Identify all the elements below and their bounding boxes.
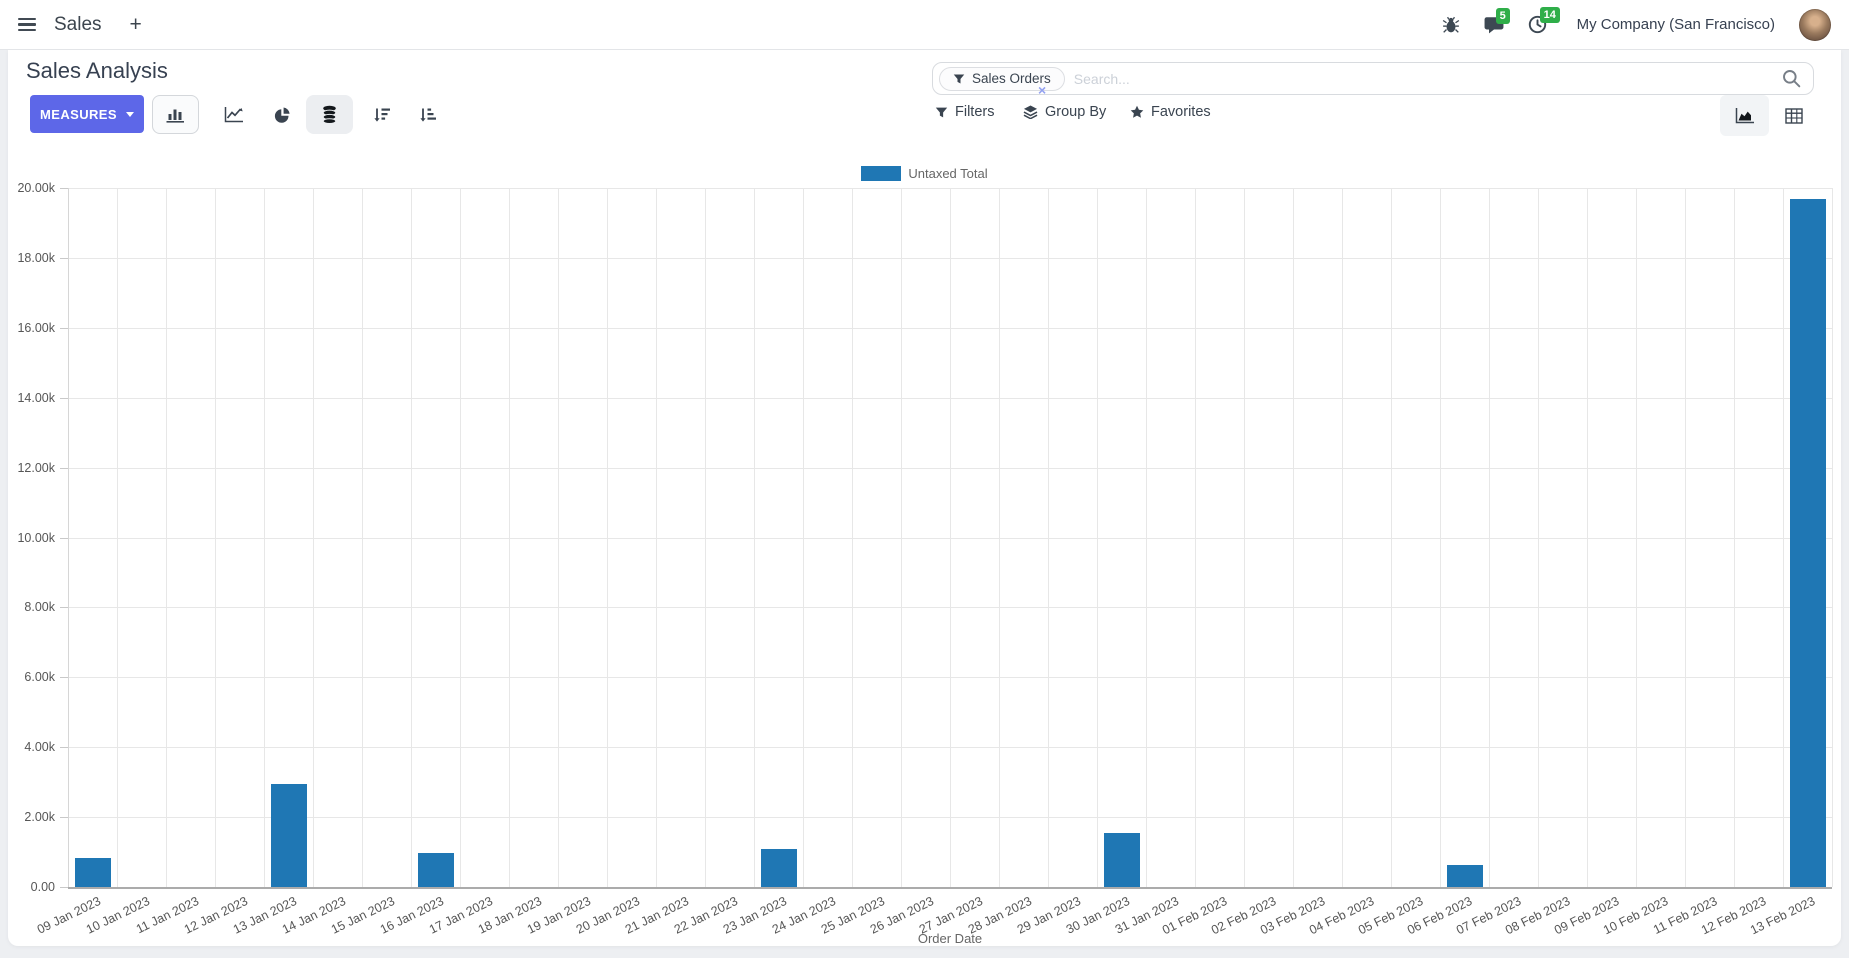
- filter-funnel-icon: [935, 107, 948, 117]
- line-chart-button[interactable]: [210, 95, 257, 134]
- company-switcher[interactable]: My Company (San Francisco): [1576, 16, 1775, 33]
- chart-legend[interactable]: Untaxed Total: [0, 166, 1849, 181]
- sort-amount-desc-icon: [373, 108, 390, 122]
- bar-13-jan-2023[interactable]: [270, 783, 307, 887]
- measures-button[interactable]: MEASURES: [30, 95, 144, 133]
- pivot-view-button[interactable]: [1772, 95, 1816, 136]
- bar-chart-button[interactable]: [152, 95, 199, 134]
- activities-count-badge: 14: [1539, 7, 1560, 24]
- group-by-label: Group By: [1045, 104, 1107, 120]
- apps-menu-icon[interactable]: [18, 17, 38, 32]
- bar-09-jan-2023[interactable]: [74, 858, 111, 887]
- caret-down-icon: [125, 111, 134, 117]
- sort-amount-asc-icon: [419, 108, 436, 122]
- stacked-database-icon: [322, 105, 337, 124]
- bar-30-jan-2023[interactable]: [1103, 833, 1140, 887]
- favorites-button[interactable]: Favorites: [1130, 104, 1211, 120]
- bar-chart-icon: [166, 109, 184, 123]
- group-by-layers-icon: [1023, 105, 1038, 119]
- debug-bug-icon[interactable]: [1442, 16, 1460, 34]
- pie-chart-icon: [274, 107, 290, 123]
- measures-label: MEASURES: [40, 106, 117, 122]
- sort-ascending-button[interactable]: [404, 95, 451, 134]
- graph-view-button[interactable]: [1720, 95, 1769, 136]
- facet-label: Sales Orders: [972, 71, 1051, 86]
- group-by-button[interactable]: Group By: [1023, 104, 1106, 120]
- search-facet-sales-orders[interactable]: Sales Orders: [939, 66, 1065, 91]
- bar-06-feb-2023[interactable]: [1446, 865, 1483, 887]
- messages-icon[interactable]: 5: [1484, 7, 1510, 34]
- stacked-toggle-button[interactable]: [306, 95, 353, 134]
- filters-label: Filters: [955, 104, 995, 120]
- user-avatar[interactable]: [1799, 8, 1831, 41]
- navbar-right: 5 14 My Company (San Francisco): [1442, 7, 1831, 41]
- star-icon: [1130, 105, 1144, 118]
- bar-16-jan-2023[interactable]: [417, 853, 454, 887]
- line-chart-icon: [224, 107, 243, 123]
- page-title: Sales Analysis: [26, 58, 168, 83]
- filters-button[interactable]: Filters: [935, 104, 994, 120]
- favorites-label: Favorites: [1151, 104, 1211, 120]
- search-icon[interactable]: [1782, 69, 1801, 88]
- activities-clock-icon[interactable]: 14: [1528, 7, 1560, 34]
- sort-descending-button[interactable]: [358, 95, 405, 134]
- messages-count-badge: 5: [1495, 7, 1510, 24]
- area-chart-icon: [1735, 108, 1754, 124]
- legend-label: Untaxed Total: [908, 166, 988, 181]
- legend-swatch: [861, 166, 902, 181]
- bar-13-feb-2023[interactable]: [1789, 198, 1826, 887]
- remove-facet-icon[interactable]: ×: [1038, 82, 1047, 98]
- search-placeholder: Search...: [1073, 70, 1130, 87]
- new-tab-icon[interactable]: +: [129, 13, 142, 36]
- top-navbar: Sales + 5 14: [0, 0, 1849, 50]
- pivot-table-icon: [1785, 107, 1803, 124]
- bar-23-jan-2023[interactable]: [760, 848, 797, 887]
- app-name[interactable]: Sales: [54, 13, 102, 35]
- filter-funnel-icon: [953, 74, 965, 83]
- search-input[interactable]: Sales Orders Search...: [932, 62, 1814, 95]
- pie-chart-button[interactable]: [258, 95, 305, 134]
